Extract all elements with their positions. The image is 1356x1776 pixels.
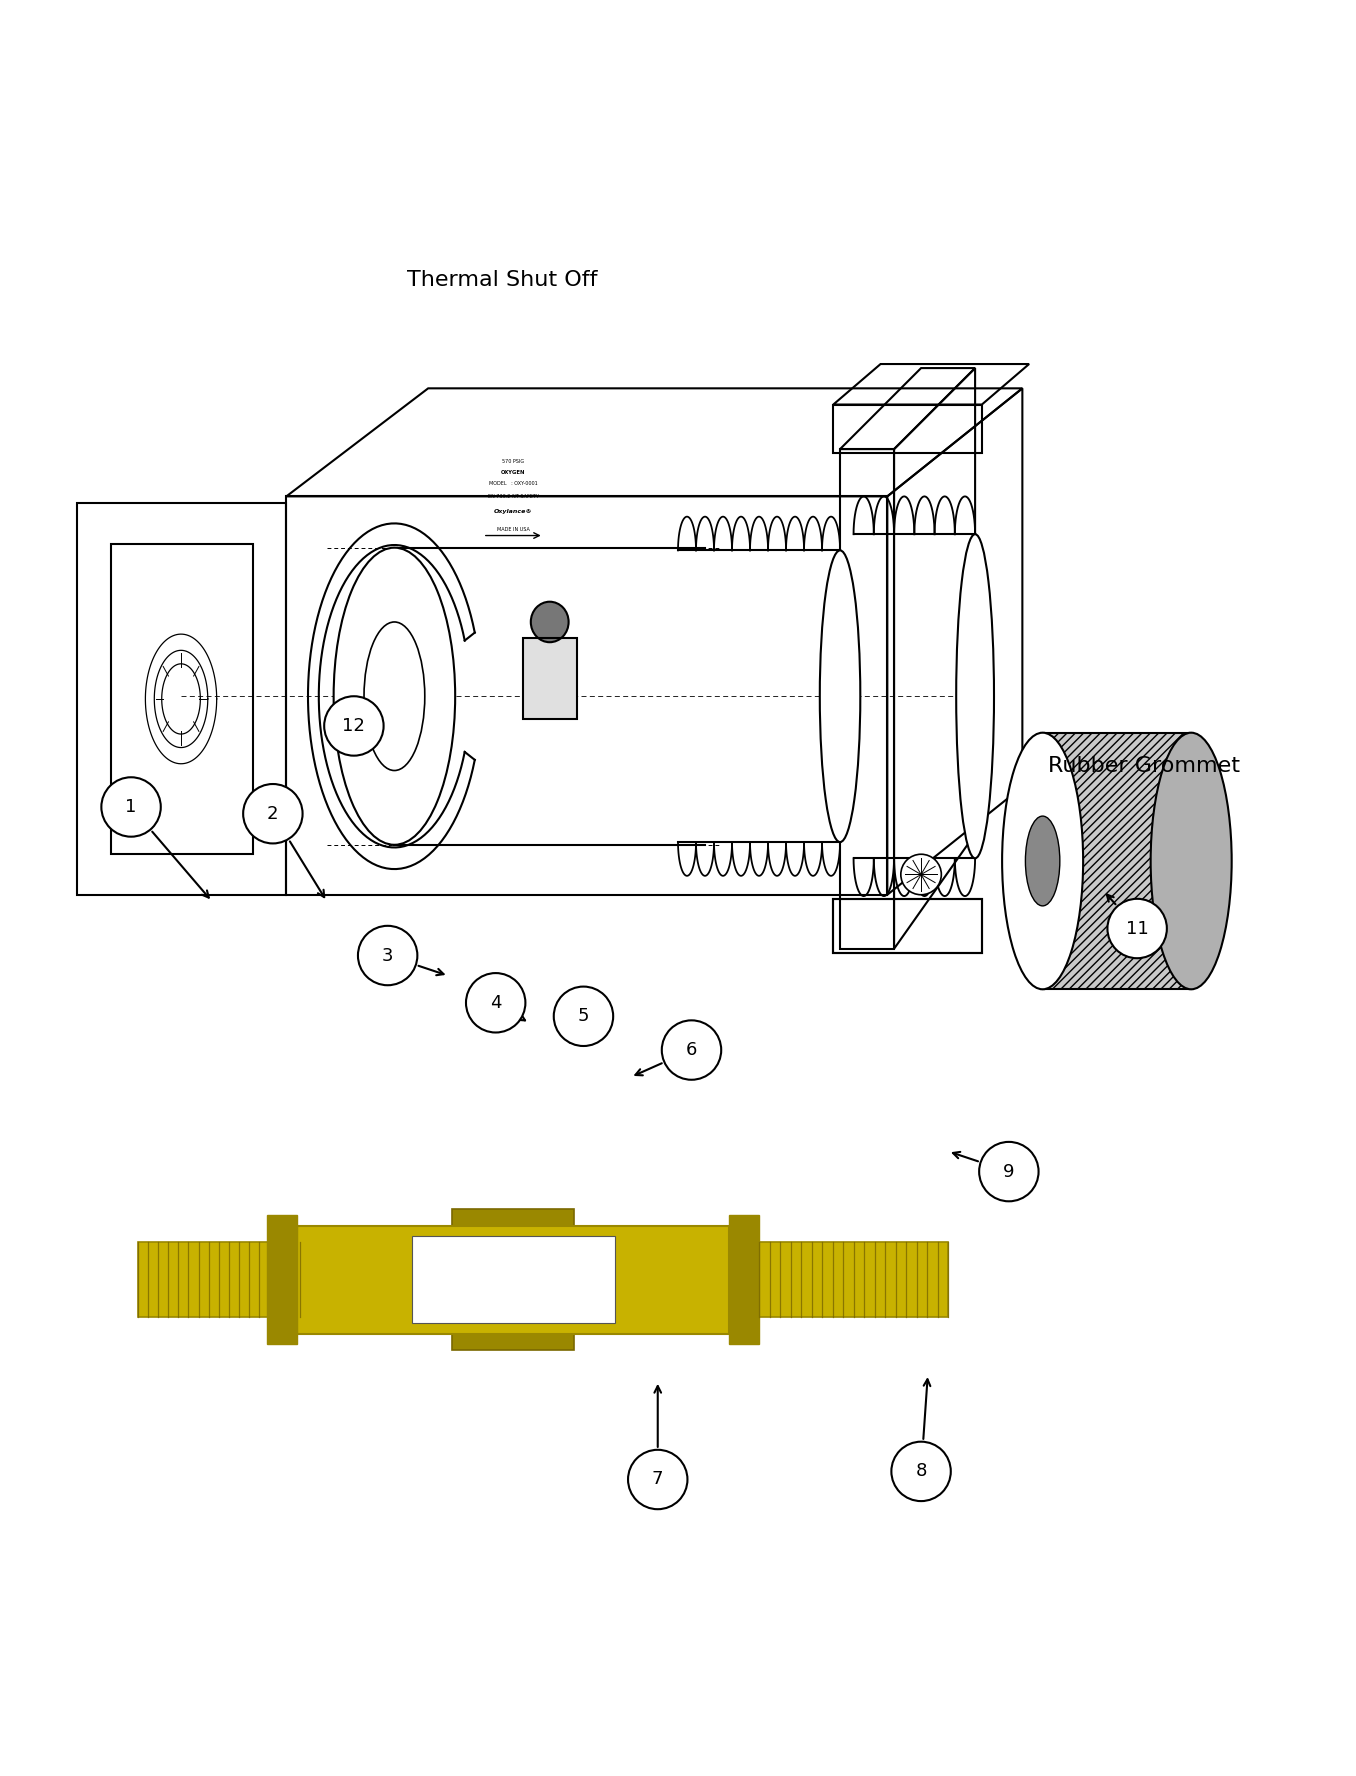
Ellipse shape [956, 535, 994, 858]
Ellipse shape [1151, 733, 1231, 989]
Text: 9: 9 [1003, 1163, 1014, 1181]
FancyBboxPatch shape [138, 1241, 300, 1318]
FancyBboxPatch shape [297, 1225, 730, 1334]
Circle shape [358, 925, 418, 986]
Circle shape [553, 987, 613, 1046]
Text: Rubber Grommet: Rubber Grommet [1048, 757, 1239, 776]
Circle shape [979, 1142, 1039, 1201]
Polygon shape [522, 638, 576, 719]
Circle shape [324, 696, 384, 755]
Circle shape [628, 1449, 687, 1510]
Circle shape [891, 1442, 951, 1501]
Circle shape [466, 973, 525, 1032]
FancyBboxPatch shape [412, 1236, 614, 1323]
Ellipse shape [1002, 733, 1083, 989]
Text: 4: 4 [490, 995, 502, 1012]
Text: 1: 1 [125, 797, 137, 815]
Text: OXYGEN: OXYGEN [500, 469, 526, 474]
Text: 8: 8 [915, 1462, 926, 1481]
Ellipse shape [820, 551, 860, 842]
Ellipse shape [1025, 817, 1060, 906]
Text: 570 PSIG: 570 PSIG [502, 460, 525, 464]
FancyBboxPatch shape [759, 1241, 948, 1318]
Circle shape [243, 783, 302, 844]
FancyBboxPatch shape [267, 1215, 297, 1344]
Text: 12: 12 [343, 718, 365, 735]
Ellipse shape [530, 602, 568, 643]
Text: 11: 11 [1125, 920, 1149, 938]
Text: EN 730.2-NT SAFETY: EN 730.2-NT SAFETY [488, 494, 538, 499]
Ellipse shape [900, 854, 941, 895]
Ellipse shape [334, 547, 456, 845]
Circle shape [1108, 899, 1168, 959]
Text: Thermal Shut Off: Thermal Shut Off [407, 270, 598, 289]
Text: 5: 5 [578, 1007, 590, 1025]
FancyBboxPatch shape [730, 1215, 759, 1344]
Text: 6: 6 [686, 1041, 697, 1058]
Text: MODEL   : OXY-0001: MODEL : OXY-0001 [490, 481, 537, 487]
Text: MADE IN USA: MADE IN USA [496, 527, 530, 531]
Text: 3: 3 [382, 947, 393, 964]
Polygon shape [1043, 733, 1191, 989]
Circle shape [662, 1021, 721, 1080]
FancyBboxPatch shape [453, 1209, 574, 1350]
Text: 2: 2 [267, 805, 278, 822]
Text: Oxylance®: Oxylance® [494, 510, 533, 515]
Circle shape [102, 778, 161, 836]
Text: 7: 7 [652, 1471, 663, 1488]
